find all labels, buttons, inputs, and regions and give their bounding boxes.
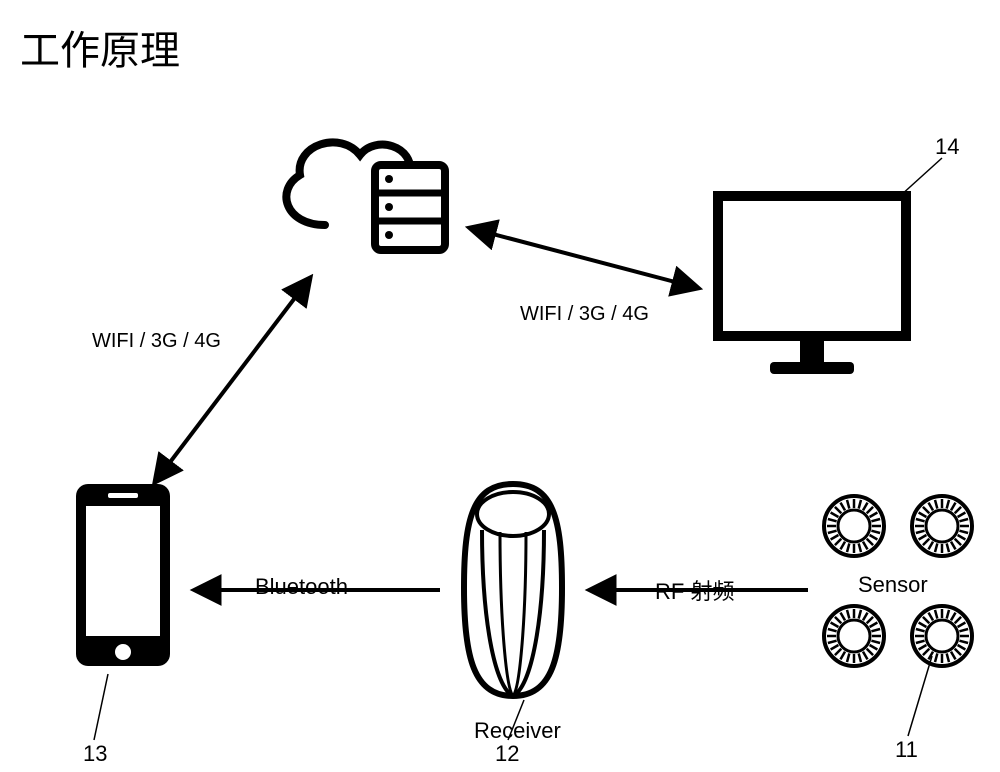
ref-11: 11: [895, 737, 918, 763]
wifi-label-right: WIFI / 3G / 4G: [520, 303, 649, 326]
cloud-server-icon: [265, 120, 455, 260]
rf-label: RF 射频: [655, 574, 734, 606]
monitor-icon: [712, 190, 912, 380]
sensor-icon: [820, 492, 888, 560]
sensor-icon: [820, 602, 888, 670]
phone-icon: [72, 480, 174, 670]
receiver-icon: [458, 478, 568, 703]
sensor-icon: [908, 602, 976, 670]
wifi-label-left: WIFI / 3G / 4G: [92, 330, 221, 353]
ref-13: 13: [83, 741, 107, 767]
sensor-icon: [908, 492, 976, 560]
bluetooth-label: Bluetooth: [255, 574, 348, 600]
ref-14: 14: [935, 134, 959, 160]
sensor-label: Sensor: [858, 572, 928, 598]
page-title: 工作原理: [20, 18, 180, 76]
ref-12: 12: [495, 741, 519, 767]
diagram-canvas: 工作原理: [0, 0, 1000, 772]
